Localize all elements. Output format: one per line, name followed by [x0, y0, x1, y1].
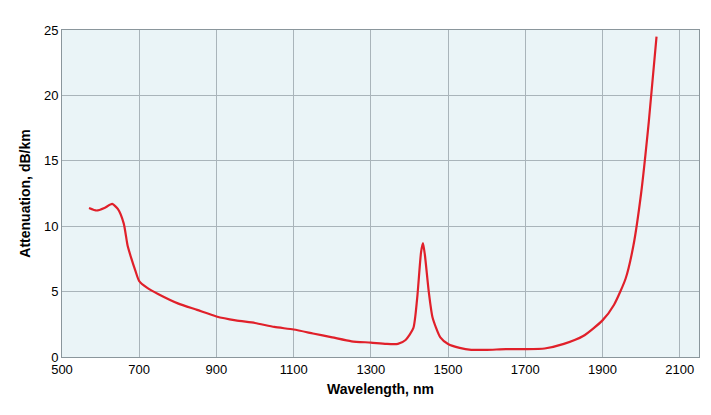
svg-text:2100: 2100	[665, 362, 694, 377]
svg-text:900: 900	[206, 362, 228, 377]
svg-text:700: 700	[128, 362, 150, 377]
svg-text:Wavelength, nm: Wavelength, nm	[327, 381, 434, 397]
svg-text:5: 5	[51, 284, 58, 299]
svg-text:1500: 1500	[434, 362, 463, 377]
svg-text:15: 15	[44, 153, 58, 168]
svg-text:0: 0	[51, 350, 58, 365]
svg-text:25: 25	[44, 23, 58, 38]
svg-text:10: 10	[44, 219, 58, 234]
svg-text:Attenuation, dB/km: Attenuation, dB/km	[17, 129, 33, 257]
svg-text:1900: 1900	[588, 362, 617, 377]
svg-text:1300: 1300	[356, 362, 385, 377]
svg-text:1100: 1100	[280, 362, 308, 377]
svg-text:1700: 1700	[511, 362, 540, 377]
svg-text:500: 500	[51, 362, 73, 377]
svg-text:20: 20	[44, 88, 58, 103]
